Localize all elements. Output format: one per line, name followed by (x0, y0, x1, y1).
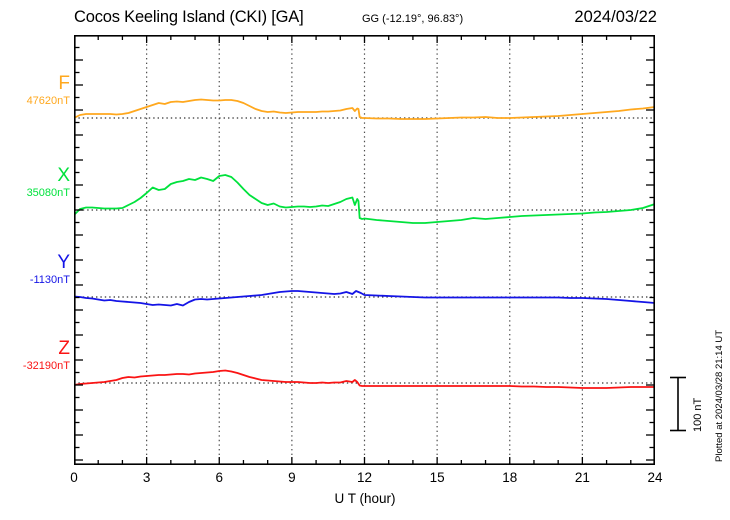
x-tick-label: 9 (288, 470, 296, 485)
x-tick-label: 3 (142, 470, 151, 485)
page-title: Cocos Keeling Island (CKI) [GA] (74, 8, 304, 26)
x-tick-label: 12 (356, 470, 373, 485)
x-tick-label: 21 (574, 470, 590, 485)
observation-date: 2024/03/22 (574, 8, 657, 26)
plotted-timestamp: Plotted at 2024/03/28 21:14 UT (714, 329, 725, 462)
component-baseline-z: -32190nT (22, 360, 70, 372)
magnetogram-plot (74, 35, 655, 465)
trace-z (74, 369, 655, 389)
x-tick-label: 0 (70, 470, 78, 485)
x-tick-label: 6 (215, 470, 223, 485)
component-baseline-f: 47620nT (26, 95, 70, 107)
x-axis-title: U T (hour) (334, 491, 396, 506)
plot-canvas (74, 35, 655, 465)
component-baseline-y: -1130nT (29, 274, 70, 286)
component-symbol-f: F (58, 73, 70, 94)
component-label-f: F 47620nT (0, 74, 70, 107)
x-tick-label: 18 (502, 470, 518, 485)
component-symbol-x: X (57, 165, 70, 186)
scale-bar-caption: 100 nT (692, 397, 704, 432)
x-tick-label: 15 (429, 470, 445, 485)
component-baseline-x: 35080nT (26, 187, 70, 199)
component-label-z: Z -32190nT (0, 339, 70, 372)
geographic-coordinates: GG (-12.19°, 96.83°) (362, 13, 464, 25)
component-symbol-y: Y (57, 252, 70, 273)
x-tick-label: 24 (647, 470, 663, 485)
component-label-y: Y -1130nT (0, 253, 70, 286)
component-label-x: X 35080nT (0, 166, 70, 199)
scale-bar (670, 376, 686, 432)
trace-y (74, 290, 655, 307)
trace-x (74, 174, 655, 224)
component-symbol-z: Z (58, 338, 70, 359)
trace-f (74, 98, 655, 120)
